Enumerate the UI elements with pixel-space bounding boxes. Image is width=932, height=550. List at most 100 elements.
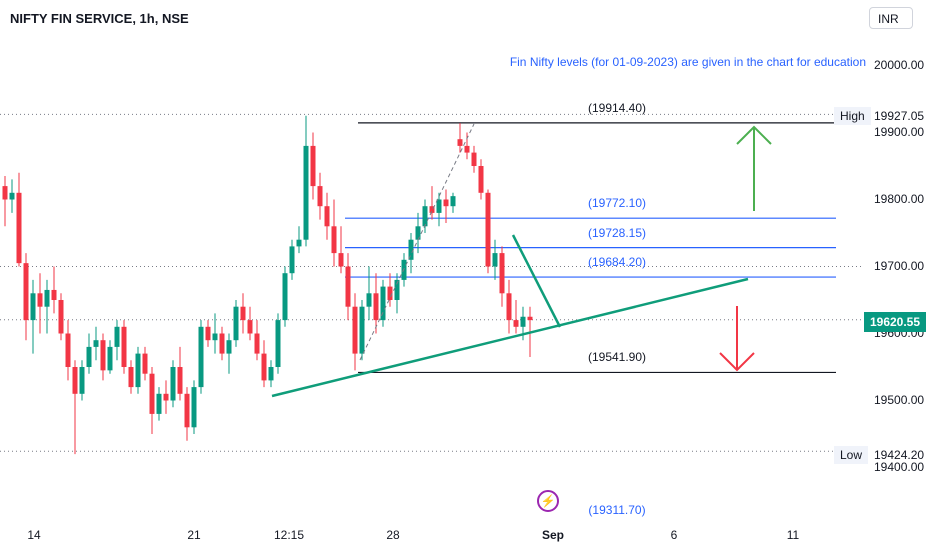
x-tick-label: 12:15 — [273, 528, 305, 542]
candle-body — [184, 393, 190, 428]
high-value: 19927.05 — [874, 109, 925, 123]
candle-body — [163, 393, 169, 401]
level-label: (19684.20) — [587, 255, 647, 270]
currency-selector[interactable]: INR — [869, 7, 913, 29]
lightning-icon[interactable]: ⚡ — [537, 490, 559, 512]
candle-body — [338, 253, 344, 267]
candle-body — [303, 145, 309, 240]
candle-body — [387, 286, 393, 300]
y-tick-label: 19400.00 — [874, 459, 925, 474]
candle-body — [478, 166, 484, 193]
candle-body — [499, 253, 505, 294]
candle-body — [443, 199, 449, 207]
pattern-line — [511, 234, 562, 328]
candle-body — [380, 286, 386, 321]
candle-body — [289, 246, 295, 274]
candle-body — [520, 316, 526, 327]
candle-body — [436, 199, 442, 213]
event-level-label: (19311.70) — [588, 503, 646, 517]
y-tick-label: 19700.00 — [874, 258, 925, 273]
candle-body — [464, 145, 470, 153]
candle-body — [359, 306, 365, 354]
candle-body — [352, 306, 358, 354]
candle-body — [331, 226, 337, 254]
candle-body — [282, 273, 288, 321]
candle-body — [37, 293, 43, 307]
candle-body — [457, 139, 463, 146]
chart-title: NIFTY FIN SERVICE, 1h, NSE — [10, 11, 189, 26]
candle-body — [422, 206, 428, 227]
candle-body — [394, 279, 400, 300]
candle-body — [93, 340, 99, 347]
candle-body — [450, 196, 456, 207]
candle-body — [86, 346, 92, 367]
candle-body — [240, 306, 246, 321]
trend-drawings — [271, 123, 772, 398]
candle-body — [177, 367, 183, 394]
candle-body — [135, 353, 141, 388]
x-tick-label: 11 — [786, 528, 800, 542]
candle-body — [205, 326, 211, 341]
x-tick-label: 21 — [187, 528, 201, 542]
candle-body — [128, 367, 134, 388]
y-tick-label: 19500.00 — [874, 392, 925, 407]
x-tick-label: 14 — [27, 528, 41, 542]
candle-body — [492, 253, 498, 267]
candle-body — [261, 353, 267, 381]
up-arrow-head — [736, 125, 772, 145]
candle-body — [198, 326, 204, 388]
candle-body — [149, 373, 155, 414]
candle-body — [23, 263, 29, 321]
level-label: (19541.90) — [587, 350, 647, 365]
candle-body — [485, 192, 491, 267]
candle-body — [65, 333, 71, 367]
candle-body — [121, 326, 127, 367]
candle-body — [296, 239, 302, 247]
candle-body — [247, 320, 253, 334]
candle-body — [156, 393, 162, 414]
down-arrow-head — [719, 352, 755, 372]
level-label: (19728.15) — [587, 225, 647, 240]
candle-body — [219, 333, 225, 354]
candle-body — [317, 186, 323, 207]
candle-body — [233, 306, 239, 341]
candle-body — [415, 226, 421, 240]
candle-body — [114, 326, 120, 347]
candle-body — [30, 293, 36, 321]
low-tag: Low — [834, 446, 869, 464]
chart-note: Fin Nifty levels (for 01-09-2023) are gi… — [509, 55, 866, 69]
candle-body — [366, 293, 372, 307]
candle-body — [16, 192, 22, 264]
y-tick-label: 20000.00 — [874, 57, 925, 72]
candle-body — [373, 293, 379, 321]
x-tick-label: 6 — [670, 528, 678, 542]
candle-body — [345, 266, 351, 307]
candle-body — [268, 367, 274, 381]
candle-body — [51, 289, 57, 300]
last-price-box: 19620.55 — [864, 312, 926, 332]
x-tick-label: Sep — [541, 528, 565, 542]
candle-body — [170, 367, 176, 401]
candle-body — [44, 289, 50, 307]
candle-body — [9, 192, 15, 200]
y-tick-label: 19800.00 — [874, 191, 925, 206]
candlestick-series — [2, 115, 533, 455]
candle-body — [324, 206, 330, 227]
candle-body — [226, 340, 232, 354]
candle-body — [527, 316, 533, 321]
horizontal-level-lines — [345, 122, 836, 374]
candle-body — [58, 300, 64, 334]
dashed-swing-line — [359, 123, 475, 361]
candle-body — [72, 367, 78, 394]
high-tag: High — [834, 107, 871, 125]
candle-body — [191, 387, 197, 428]
candle-body — [471, 152, 477, 166]
candle-body — [513, 320, 519, 327]
candle-body — [408, 239, 414, 260]
candle-body — [275, 320, 281, 367]
level-label: (19772.10) — [587, 196, 647, 211]
candle-body — [107, 346, 113, 371]
candle-body — [310, 145, 316, 187]
candle-body — [100, 340, 106, 371]
